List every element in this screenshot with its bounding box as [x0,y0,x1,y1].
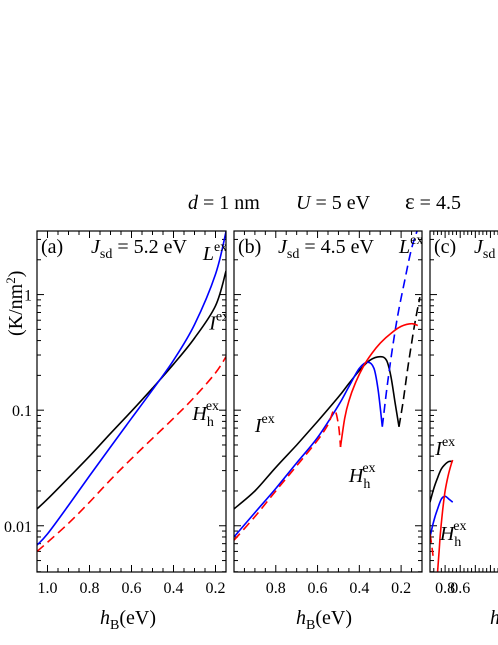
ticks-b [233,231,423,573]
x-tick-label: 1.0 [38,580,58,597]
x-axis-label-b: hB(eV) [296,607,352,633]
panel-c: 0.80.6 Iex Hhex (c) Jsd = 3.8 eV [429,230,498,597]
y-tick-label: 0.1 [12,403,32,420]
panel-tag: (b) [238,236,261,258]
series-line-l [234,361,384,538]
x-tick-label: 0.6 [122,580,142,597]
series-a [37,231,226,553]
d-symbol: d [188,192,199,214]
u-symbol: U [296,192,312,214]
x-axis-label-c: h [490,607,498,629]
panel-tag: (a) [41,236,63,258]
y-axis-label: (K/nm2) [3,271,27,336]
x-tick-label: 0.6 [450,580,470,597]
x-tick-label: 0.6 [308,580,328,597]
panel-tag: (c) [434,236,456,258]
series-line-h-h [37,356,226,553]
series-line-i [430,460,453,503]
u-value: = 5 eV [310,192,370,214]
panel-frame [233,230,423,573]
series-line-h-h-solid [339,322,419,448]
svg-text:U = 5 eV: U = 5 eV [296,192,371,214]
series-c [430,459,454,572]
panel-frame [36,230,227,573]
jsd-label: Jsd = 3.8 eV [474,236,498,262]
curve-label: Hhex [348,461,376,492]
jsd-label: Jsd = 4.5 eV [278,236,375,262]
y-tick-label: 1 [24,288,32,305]
curve-label: Iex [254,412,275,437]
y-tick-label: 0.01 [4,519,32,536]
series-line-l [37,231,226,546]
x-tick-label: 0.8 [266,580,286,597]
svg-text:ε = 4.5: ε = 4.5 [405,189,461,214]
series-b [234,231,421,541]
d-value: = 1 nm [198,192,260,214]
curve-label: Hhex [439,519,467,550]
panel-b: 0.8 0.6 0.4 0.2 Lex Iex Hhex (b) Jsd = 4.5 eV [233,230,423,597]
svg-text:d = 1 nm: d = 1 nm [188,192,260,214]
series-line-i-dashed [398,297,421,427]
x-tick-label: 0.4 [349,580,369,597]
epsilon-symbol: ε [405,189,415,214]
x-tick-label: 0.8 [435,580,455,597]
curve-label: Lex [202,240,227,265]
curve-labels-c: Iex Hhex [434,435,466,550]
curve-label: Iex [208,309,229,334]
panel-frame [429,230,498,573]
series-line-l [430,495,454,538]
ticks-c [429,231,498,573]
header: d = 1 nm U = 5 eV ε = 4.5 [188,189,461,214]
epsilon-value: = 4.5 [415,192,461,214]
x-tick-label: 0.2 [391,580,411,597]
curve-label: Lex [398,233,423,258]
x-tick-label: 0.2 [206,580,226,597]
curve-labels-b: Lex Iex Hhex [254,233,423,492]
x-tick-label: 0.8 [80,580,100,597]
curve-label: Iex [434,435,455,460]
panel-a: 1.0 0.8 0.6 0.4 0.2 1 0.1 0.01 Lex Iex Hhex (a) Jsd … [4,230,229,597]
curve-labels-a: Lex Iex Hhex [191,240,229,430]
x-tick-label: 0.4 [164,580,184,597]
series-line-h-h-solid [436,459,454,572]
ticks-a [36,231,227,573]
series-line-i [37,270,226,510]
jsd-label: Jsd = 5.2 eV [91,236,188,262]
curve-label: Hhex [191,399,219,430]
series-line-h-h [234,409,342,541]
x-axis-label-a: hB(eV) [100,607,156,633]
